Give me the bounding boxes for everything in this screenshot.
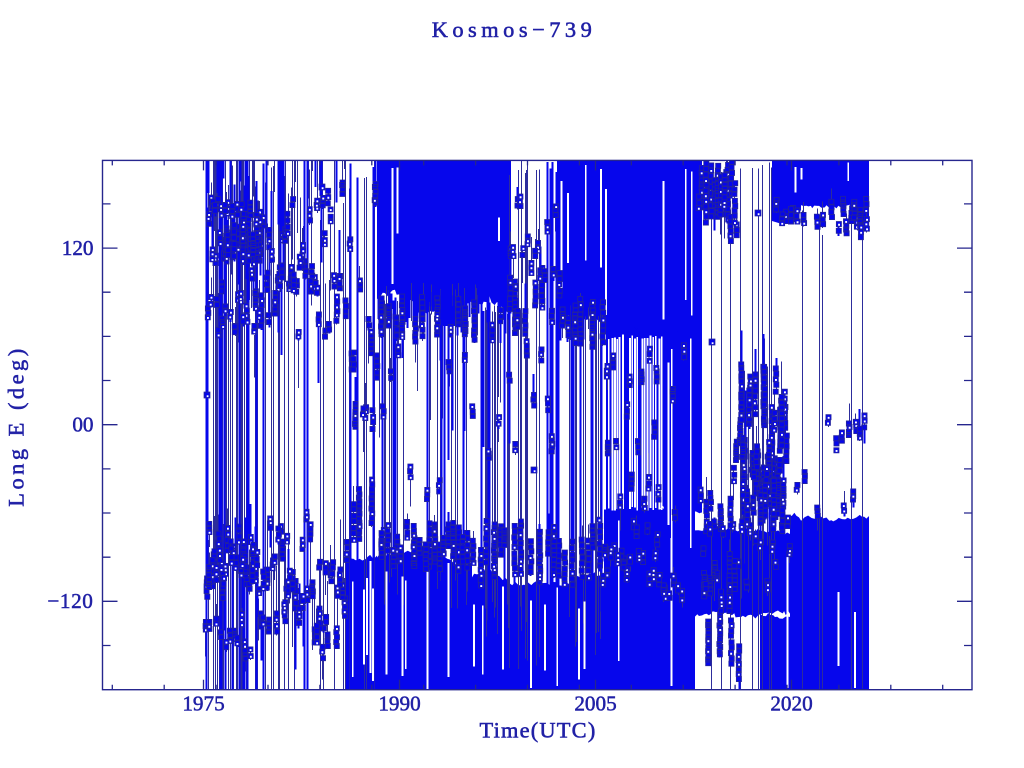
svg-text:Time(UTC): Time(UTC) bbox=[480, 718, 597, 743]
svg-text:Long E (deg): Long E (deg) bbox=[4, 345, 29, 506]
svg-text:−120: −120 bbox=[47, 589, 93, 613]
svg-text:2020: 2020 bbox=[770, 692, 812, 716]
svg-text:Kosmos−739: Kosmos−739 bbox=[432, 17, 597, 42]
svg-text:1990: 1990 bbox=[378, 692, 420, 716]
svg-text:120: 120 bbox=[62, 236, 94, 260]
svg-text:2005: 2005 bbox=[574, 692, 616, 716]
svg-text:00: 00 bbox=[72, 413, 93, 437]
svg-text:1975: 1975 bbox=[182, 692, 224, 716]
